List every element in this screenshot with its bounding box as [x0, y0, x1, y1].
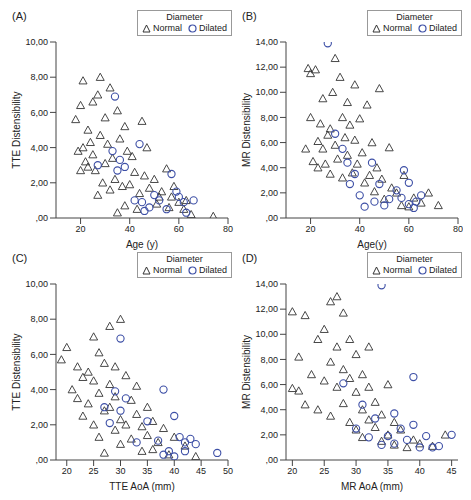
html-text:Normal: Normal	[383, 265, 412, 275]
svg-text:60: 60	[174, 224, 184, 234]
svg-text:2,00: 2,00	[260, 188, 278, 198]
svg-text:14,00: 14,00	[255, 37, 278, 47]
svg-text:40: 40	[125, 224, 135, 234]
svg-text:4,00: 4,00	[260, 405, 278, 415]
svg-text:10,00: 10,00	[255, 329, 278, 339]
svg-text:60: 60	[404, 224, 414, 234]
html-text:Diameter: Diameter	[166, 12, 203, 22]
svg-text:8,00: 8,00	[30, 72, 48, 82]
svg-text:12,00: 12,00	[255, 62, 278, 72]
svg-text:8,00: 8,00	[260, 113, 278, 123]
html-text:Diameter: Diameter	[396, 12, 433, 22]
html-text:Diameter: Diameter	[166, 254, 203, 264]
svg-text:,00: ,00	[35, 213, 48, 223]
html-text:Normal: Normal	[383, 23, 412, 33]
svg-text:8,00: 8,00	[30, 314, 48, 324]
svg-text:6,00: 6,00	[260, 138, 278, 148]
html-text:Dilated: Dilated	[199, 265, 227, 275]
svg-text:4,00: 4,00	[30, 143, 48, 153]
html-text:(A): (A)	[12, 10, 27, 22]
html-text:(D): (D)	[242, 252, 258, 264]
svg-text:,00: ,00	[35, 455, 48, 465]
svg-text:30: 30	[115, 466, 125, 476]
svg-text:6,00: 6,00	[260, 380, 278, 390]
svg-text:45: 45	[447, 466, 457, 476]
svg-text:12,00: 12,00	[255, 304, 278, 314]
html-text:(B): (B)	[242, 10, 257, 22]
svg-text:35: 35	[142, 466, 152, 476]
svg-text:6,00: 6,00	[30, 350, 48, 360]
svg-text:MR Distensibility: MR Distensibility	[241, 335, 252, 409]
svg-text:2,00: 2,00	[30, 420, 48, 430]
html-text:Diameter: Diameter	[396, 254, 433, 264]
html-text:(C): (C)	[12, 252, 28, 264]
svg-text:10,00: 10,00	[25, 279, 48, 289]
svg-text:4,00: 4,00	[260, 163, 278, 173]
svg-text:Age(y): Age(y)	[357, 239, 386, 250]
svg-text:10,00: 10,00	[25, 37, 48, 47]
svg-text:10,00: 10,00	[255, 87, 278, 97]
svg-text:MR AoA (mm): MR AoA (mm)	[341, 481, 403, 492]
svg-text:40: 40	[415, 466, 425, 476]
html-text:Dilated: Dilated	[429, 23, 457, 33]
html-text:Normal: Normal	[153, 23, 182, 33]
svg-text:40: 40	[355, 224, 365, 234]
svg-text:6,00: 6,00	[30, 108, 48, 118]
svg-text:40: 40	[169, 466, 179, 476]
svg-text:25: 25	[319, 466, 329, 476]
svg-text:,00: ,00	[265, 213, 278, 223]
svg-text:Age (y): Age (y)	[126, 239, 158, 250]
svg-text:14,00: 14,00	[255, 279, 278, 289]
svg-text:2,00: 2,00	[260, 430, 278, 440]
svg-text:TTE AoA (mm): TTE AoA (mm)	[109, 481, 175, 492]
svg-text:20: 20	[76, 224, 86, 234]
svg-text:2,00: 2,00	[30, 178, 48, 188]
svg-text:30: 30	[351, 466, 361, 476]
svg-text:35: 35	[383, 466, 393, 476]
html-text:Dilated: Dilated	[429, 265, 457, 275]
svg-text:MR Distensibility: MR Distensibility	[241, 93, 252, 167]
svg-text:50: 50	[223, 466, 233, 476]
svg-text:,00: ,00	[265, 455, 278, 465]
svg-text:20: 20	[62, 466, 72, 476]
html-text:Normal: Normal	[153, 265, 182, 275]
svg-text:8,00: 8,00	[260, 355, 278, 365]
svg-text:80: 80	[223, 224, 233, 234]
html-text:Dilated: Dilated	[199, 23, 227, 33]
svg-text:80: 80	[453, 224, 463, 234]
svg-text:20: 20	[287, 466, 297, 476]
svg-text:45: 45	[196, 466, 206, 476]
svg-text:TTE Distensibility: TTE Distensibility	[11, 91, 22, 168]
svg-text:TTE Distensibility: TTE Distensibility	[11, 333, 22, 410]
svg-text:4,00: 4,00	[30, 385, 48, 395]
svg-text:25: 25	[89, 466, 99, 476]
svg-text:20: 20	[306, 224, 316, 234]
